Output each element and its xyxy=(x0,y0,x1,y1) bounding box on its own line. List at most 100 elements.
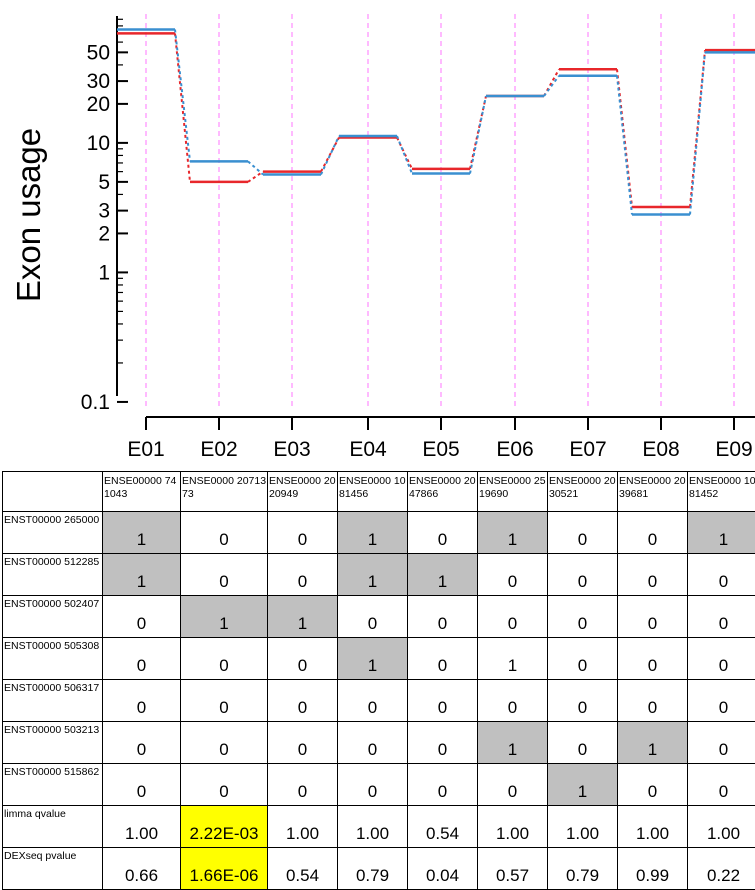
stat-cell: 0.79 xyxy=(338,848,408,890)
table-cell: 1 xyxy=(268,596,338,638)
table-cell: 1 xyxy=(478,722,548,764)
series-2-connector xyxy=(175,30,190,162)
x-tick-label-e08: E08 xyxy=(642,438,679,461)
y-tick-label: 1 xyxy=(98,261,110,284)
table-cell: 0 xyxy=(181,512,268,554)
table-cell: 0 xyxy=(103,596,181,638)
table-cell: 0 xyxy=(688,764,755,806)
stat-cell: 0.79 xyxy=(548,848,618,890)
y-tick-label: 20 xyxy=(87,93,110,116)
table-cell: 1 xyxy=(618,722,688,764)
table-cell: 0 xyxy=(548,596,618,638)
column-header: ENSE0000 2071373 xyxy=(181,472,268,512)
column-header: ENSE00000 741043 xyxy=(103,472,181,512)
table-cell: 0 xyxy=(548,638,618,680)
column-header: ENSE0000 2519690 xyxy=(478,472,548,512)
table-cell: 0 xyxy=(408,764,478,806)
column-header: ENSE0000 2047866 xyxy=(408,472,478,512)
table-cell: 0 xyxy=(618,764,688,806)
stat-cell: 0.22 xyxy=(688,848,755,890)
y-tick-label: 30 xyxy=(87,70,110,93)
y-axis-label: Exon usage xyxy=(10,128,47,302)
table-cell: 0 xyxy=(688,554,755,596)
table-cell: 0 xyxy=(688,722,755,764)
table-cell: 0 xyxy=(408,722,478,764)
table-cell: 0 xyxy=(618,554,688,596)
table-cell: 0 xyxy=(688,596,755,638)
row-header: ENST00000 515862 xyxy=(3,764,103,806)
stat-cell: 0.54 xyxy=(268,848,338,890)
stat-cell: 1.00 xyxy=(618,806,688,848)
table-cell: 1 xyxy=(478,638,548,680)
table-cell: 0 xyxy=(688,680,755,722)
stat-cell: 1.00 xyxy=(478,806,548,848)
x-tick-label-e04: E04 xyxy=(349,438,387,461)
table-cell: 0 xyxy=(338,722,408,764)
table-cell: 0 xyxy=(181,554,268,596)
table-cell: 0 xyxy=(618,638,688,680)
table-cell: 0 xyxy=(338,680,408,722)
table-cell: 0 xyxy=(618,680,688,722)
table-cell: 0 xyxy=(268,638,338,680)
table-cell: 0 xyxy=(548,722,618,764)
column-header: ENSE0000 2020949 xyxy=(268,472,338,512)
table-cell: 1 xyxy=(103,554,181,596)
row-header: ENST00000 502407 xyxy=(3,596,103,638)
row-header: ENST00000 265000 xyxy=(3,512,103,554)
stat-cell: 1.66E-06 xyxy=(181,848,268,890)
column-header: ENSE0000 1081452 xyxy=(688,472,755,512)
table-cell: 0 xyxy=(548,512,618,554)
stat-cell: 0.54 xyxy=(408,806,478,848)
y-tick-label: 50 xyxy=(87,41,110,64)
table-cell: 0 xyxy=(688,638,755,680)
y-tick-label: 10 xyxy=(87,132,110,155)
x-tick-label-e05: E05 xyxy=(422,438,459,461)
table-cell: 1 xyxy=(103,512,181,554)
table-cell: 0 xyxy=(268,554,338,596)
stat-cell: 1.00 xyxy=(338,806,408,848)
table-cell: 0 xyxy=(103,680,181,722)
table-cell: 0 xyxy=(268,764,338,806)
table-cell: 0 xyxy=(548,680,618,722)
table-cell: 0 xyxy=(618,596,688,638)
row-header: limma qvalue xyxy=(3,806,103,848)
row-header: ENST00000 506317 xyxy=(3,680,103,722)
table-cell: 1 xyxy=(181,596,268,638)
x-tick-label-e06: E06 xyxy=(496,438,533,461)
table-cell: 1 xyxy=(338,512,408,554)
stat-cell: 1.00 xyxy=(548,806,618,848)
stat-cell: 0.04 xyxy=(408,848,478,890)
x-tick-label-e03: E03 xyxy=(273,438,310,461)
table-cell: 1 xyxy=(548,764,618,806)
table-corner-cell xyxy=(3,472,103,512)
table-cell: 1 xyxy=(478,512,548,554)
table-cell: 1 xyxy=(338,638,408,680)
table-cell: 0 xyxy=(618,512,688,554)
stat-cell: 1.00 xyxy=(688,806,755,848)
y-tick-label: 2 xyxy=(98,222,110,245)
table-cell: 0 xyxy=(478,596,548,638)
table-cell: 0 xyxy=(181,680,268,722)
y-tick-label: 0.1 xyxy=(81,391,110,414)
series-2-connector xyxy=(397,136,412,174)
stat-cell: 2.22E-03 xyxy=(181,806,268,848)
y-tick-label: 5 xyxy=(98,171,110,194)
stat-cell: 1.00 xyxy=(103,806,181,848)
row-header: DEXseq pvalue xyxy=(3,848,103,890)
table-cell: 0 xyxy=(408,680,478,722)
table-cell: 0 xyxy=(478,764,548,806)
stat-cell: 0.99 xyxy=(618,848,688,890)
stat-cell: 1.00 xyxy=(268,806,338,848)
x-tick-label-e07: E07 xyxy=(569,438,606,461)
table-cell: 0 xyxy=(181,638,268,680)
